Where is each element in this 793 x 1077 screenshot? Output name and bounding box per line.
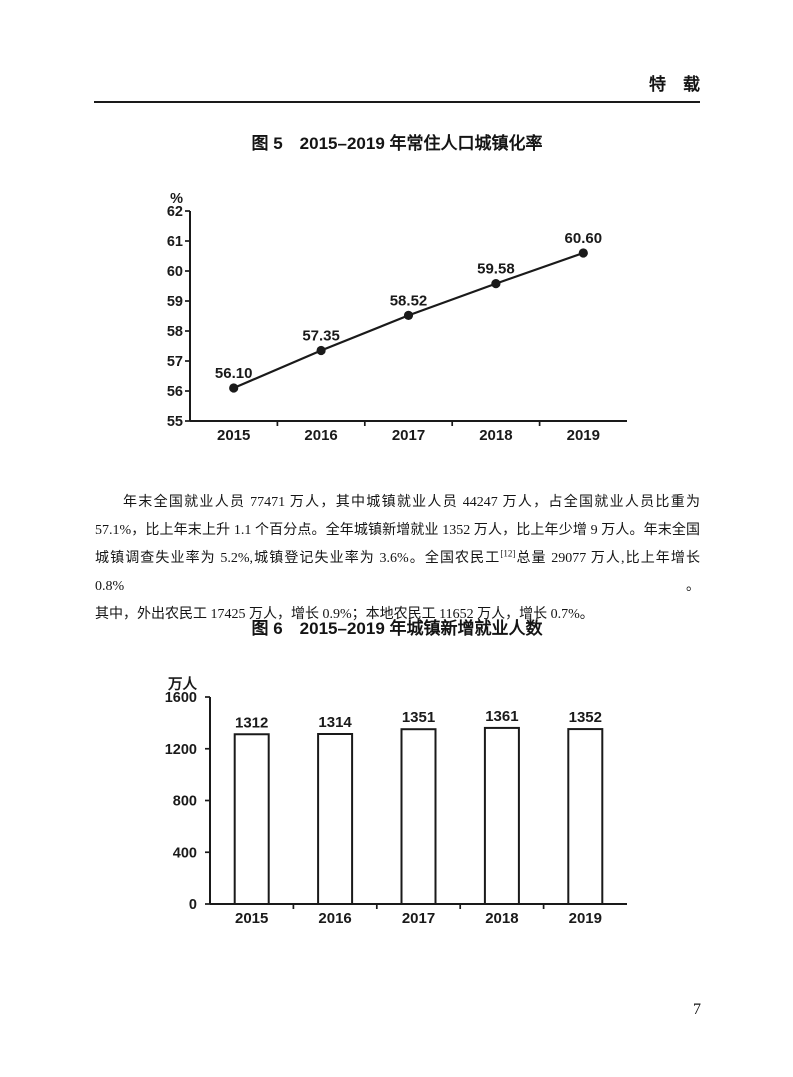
bar-value-label: 1352 xyxy=(569,709,602,726)
bar-value-label: 1312 xyxy=(235,714,268,731)
data-point-label: 60.60 xyxy=(565,230,603,247)
x-category-label: 2015 xyxy=(217,427,250,444)
paragraph-text: 城镇调查失业率为 5.2%,城镇登记失业率为 3.6%。全国农民工 xyxy=(95,551,501,566)
y-tick-label: 61 xyxy=(167,234,183,250)
page-header-title: 特 载 xyxy=(649,75,700,94)
y-tick-label: 0 xyxy=(189,897,197,913)
x-category-label: 2019 xyxy=(567,427,600,444)
data-point-marker xyxy=(403,310,414,320)
bar xyxy=(233,733,270,906)
data-point-marker xyxy=(578,248,588,258)
x-category-label: 2018 xyxy=(485,910,518,927)
y-tick-label: 400 xyxy=(173,845,197,861)
paragraph-line-2: 57.1%，比上年末上升 1.1 个百分点。全年城镇新增就业 1352 万人，比… xyxy=(95,523,700,538)
body-paragraph: 年末全国就业人员 77471 万人，其中城镇就业人员 44247 万人，占全国就… xyxy=(95,489,700,629)
data-point-marker xyxy=(229,383,239,393)
y-tick-label: 60 xyxy=(167,264,183,280)
bar-value-label: 1351 xyxy=(402,709,435,726)
data-point-label: 57.35 xyxy=(302,328,340,345)
y-axis-unit-label: 万人 xyxy=(167,676,197,693)
data-point-label: 58.52 xyxy=(390,292,428,309)
y-tick-label: 55 xyxy=(167,414,183,430)
x-category-label: 2016 xyxy=(304,427,337,444)
paragraph-line-1: 年末全国就业人员 77471 万人，其中城镇就业人员 44247 万人，占全国就… xyxy=(123,495,700,510)
bar xyxy=(400,728,437,906)
x-category-label: 2019 xyxy=(569,910,602,927)
y-tick-label: 1200 xyxy=(165,742,197,758)
x-category-label: 2018 xyxy=(479,427,512,444)
page-number: 7 xyxy=(693,1001,701,1018)
figure5-line-chart: 55 56 57 58 59 60 61 62% 2015 2016 2017 2018 2019 56.… xyxy=(167,191,627,444)
bar-value-label: 1361 xyxy=(485,708,518,725)
x-category-label: 2016 xyxy=(318,910,351,927)
y-tick-label: 800 xyxy=(173,794,197,810)
data-point-label: 56.10 xyxy=(215,365,253,382)
figure5-title: 图 5 2015–2019 年常住人口城镇化率 xyxy=(251,134,543,153)
y-axis-unit-label: % xyxy=(170,191,183,207)
figure6-title: 图 6 2015–2019 年城镇新增就业人数 xyxy=(251,619,543,638)
paragraph-text: 总量 29077 万人,比上年增长 0.8%。 xyxy=(95,551,701,594)
x-category-label: 2017 xyxy=(402,910,435,927)
y-tick-label: 1600 xyxy=(165,690,197,706)
x-category-label: 2015 xyxy=(235,910,268,927)
paragraph-line-4: 其中，外出农民工 17425 万人，增长 0.9%；本地农民工 11652 万人… xyxy=(95,607,594,622)
y-tick-label: 57 xyxy=(167,354,183,370)
y-tick-label: 59 xyxy=(167,294,183,310)
y-tick-label: 62 xyxy=(167,204,183,220)
header-rule xyxy=(94,101,700,104)
paragraph-line-3: 城镇调查失业率为 5.2%,城镇登记失业率为 3.6%。全国农民工[12]总量 … xyxy=(95,545,700,601)
y-tick-label: 56 xyxy=(167,384,183,400)
bar xyxy=(317,733,354,905)
y-tick-label: 58 xyxy=(167,324,183,340)
bar xyxy=(567,728,604,905)
data-point-marker xyxy=(491,279,501,289)
footnote-reference: [12] xyxy=(500,548,516,559)
bar-value-label: 1314 xyxy=(318,714,352,731)
x-category-label: 2017 xyxy=(392,427,425,444)
data-point-marker xyxy=(316,345,326,356)
bar xyxy=(483,726,520,905)
line-series xyxy=(233,251,584,390)
data-point-label: 59.58 xyxy=(477,261,515,278)
